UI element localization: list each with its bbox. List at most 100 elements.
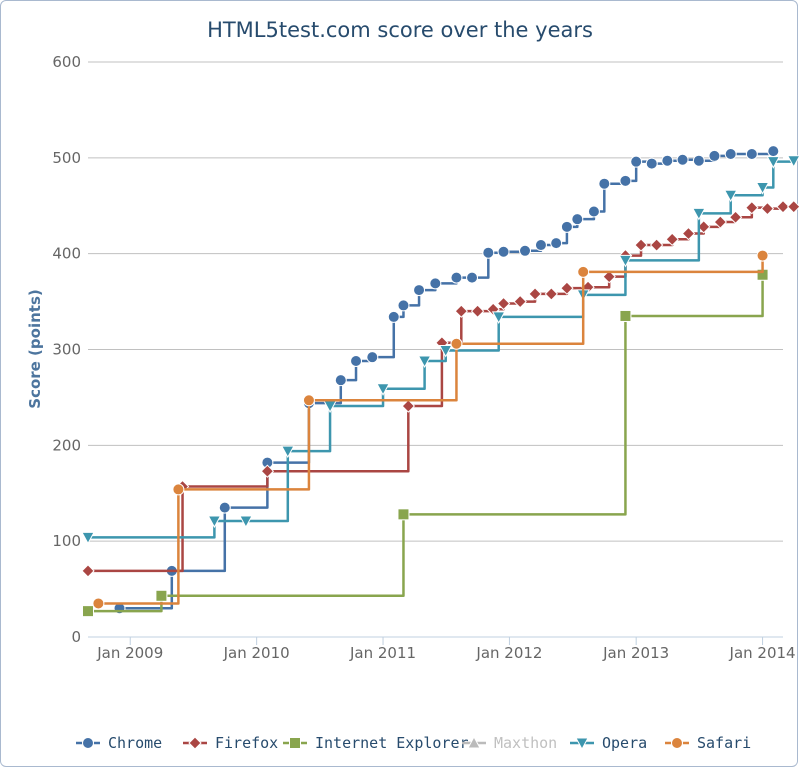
data-point [728, 210, 743, 224]
data-point [417, 355, 432, 369]
x-tick-label: Jan 2014 [729, 644, 796, 662]
data-point [723, 189, 738, 203]
data-point [619, 174, 632, 187]
series-line [98, 255, 764, 605]
data-point [387, 310, 400, 323]
series-opera [81, 155, 800, 545]
legend-item-firefox[interactable]: Firefox [183, 734, 278, 752]
x-tick-label: Jan 2013 [602, 644, 669, 662]
data-point [376, 383, 390, 396]
data-point [708, 149, 721, 162]
data-point [82, 605, 94, 618]
y-tick-label: 0 [71, 628, 81, 646]
data-point [755, 182, 770, 195]
data-point [397, 299, 410, 312]
data-point [745, 200, 759, 215]
y-axis-label: Score (points) [26, 289, 44, 408]
y-tick-label: 500 [52, 149, 81, 167]
data-point [598, 177, 611, 190]
data-point [450, 337, 463, 350]
data-point [645, 157, 658, 170]
y-tick-label: 400 [52, 245, 81, 263]
data-point [560, 281, 574, 295]
data-point [401, 399, 416, 413]
data-point [482, 246, 495, 259]
legend-symbol [671, 737, 683, 749]
legend-symbol [289, 737, 301, 749]
data-point [534, 239, 547, 252]
legend-symbol [82, 737, 94, 749]
series-line [88, 274, 764, 613]
data-point [649, 238, 664, 252]
data-point [634, 238, 648, 252]
data-point [92, 597, 105, 610]
series-chrome [113, 145, 780, 615]
data-point [692, 154, 705, 167]
data-point [496, 296, 511, 311]
data-point [280, 445, 295, 459]
data-point [692, 207, 706, 221]
data-point [454, 304, 469, 318]
legend-item-internet-explorer[interactable]: Internet Explorer [283, 734, 469, 752]
data-point [571, 213, 584, 226]
grid-lines [88, 61, 783, 638]
data-point [438, 344, 453, 358]
data-point [260, 464, 275, 478]
data-point [776, 200, 790, 214]
data-point [429, 277, 442, 290]
legend-label: Safari [697, 734, 751, 752]
y-tick-label: 600 [52, 53, 81, 71]
data-point [630, 155, 643, 168]
data-point [334, 374, 347, 387]
legend-label: Maxthon [494, 734, 557, 752]
data-point [519, 244, 532, 257]
series-line [119, 151, 775, 610]
legend-symbol [188, 736, 202, 750]
legend-label: Opera [602, 734, 647, 752]
series-safari [92, 249, 769, 610]
data-point [470, 304, 485, 318]
x-axis: Jan 2009 Jan 2010 Jan 2011 Jan 2012 Jan 2013… [88, 636, 796, 662]
data-point [766, 156, 781, 169]
data-point [491, 311, 506, 324]
data-point [486, 302, 500, 316]
data-point [528, 287, 542, 301]
data-point [760, 201, 775, 216]
data-point [450, 271, 463, 284]
legend[interactable]: Chrome Firefox Internet Explorer Maxthon Ope… [76, 734, 751, 752]
data-point [661, 154, 674, 167]
data-point [81, 564, 95, 578]
x-tick-label: Jan 2009 [96, 644, 163, 662]
legend-label: Firefox [215, 734, 278, 752]
legend-item-safari[interactable]: Safari [665, 734, 751, 752]
data-point [560, 220, 573, 233]
x-tick-label: Jan 2010 [223, 644, 290, 662]
data-point [681, 226, 696, 241]
series-internet-explorer [82, 268, 769, 618]
legend-symbol [575, 737, 589, 751]
data-point [413, 284, 426, 297]
data-point [767, 145, 780, 158]
legend-item-chrome[interactable]: Chrome [76, 734, 162, 752]
legend-item-opera[interactable]: Opera [570, 734, 647, 752]
data-point [713, 215, 728, 229]
y-tick-label: 200 [52, 436, 81, 454]
data-point [618, 254, 633, 268]
data-point [619, 309, 632, 322]
series-layer [81, 145, 800, 618]
data-point [302, 394, 315, 407]
data-point [397, 508, 410, 521]
legend-label: Internet Explorer [315, 734, 469, 752]
data-point [544, 287, 559, 301]
data-point [81, 531, 95, 545]
y-tick-label: 100 [52, 532, 81, 550]
data-point [724, 148, 737, 160]
data-point [497, 245, 510, 258]
series-firefox [81, 200, 800, 578]
legend-label: Chrome [108, 734, 162, 752]
data-point [550, 237, 563, 250]
data-point [665, 232, 679, 246]
legend-item-maxthon[interactable]: Maxthon [462, 734, 557, 752]
data-point [587, 205, 600, 218]
